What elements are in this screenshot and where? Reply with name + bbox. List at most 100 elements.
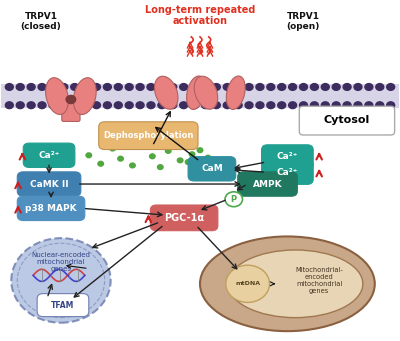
Circle shape — [158, 102, 166, 108]
Text: Ca²⁺: Ca²⁺ — [38, 151, 60, 160]
Text: TFAM: TFAM — [51, 301, 75, 310]
Circle shape — [158, 84, 166, 90]
FancyBboxPatch shape — [238, 172, 297, 196]
Circle shape — [212, 102, 220, 108]
Text: AMPK: AMPK — [253, 179, 282, 189]
Text: Cytosol: Cytosol — [324, 116, 370, 125]
Circle shape — [202, 84, 210, 90]
Circle shape — [110, 146, 115, 151]
Circle shape — [49, 102, 57, 108]
Circle shape — [289, 84, 296, 90]
Circle shape — [310, 102, 318, 108]
Circle shape — [365, 102, 373, 108]
FancyBboxPatch shape — [23, 143, 75, 167]
Circle shape — [136, 102, 144, 108]
Ellipse shape — [200, 236, 375, 331]
Circle shape — [223, 84, 231, 90]
Circle shape — [212, 84, 220, 90]
Circle shape — [234, 84, 242, 90]
Circle shape — [267, 102, 275, 108]
Circle shape — [234, 102, 242, 108]
Circle shape — [190, 102, 198, 108]
FancyBboxPatch shape — [62, 98, 80, 121]
Circle shape — [150, 154, 155, 159]
Circle shape — [245, 102, 253, 108]
Circle shape — [343, 84, 351, 90]
Ellipse shape — [11, 238, 111, 323]
Circle shape — [60, 102, 68, 108]
Circle shape — [225, 192, 242, 207]
Text: Ca²⁺: Ca²⁺ — [277, 152, 298, 162]
Circle shape — [138, 144, 143, 149]
Circle shape — [217, 162, 223, 167]
Circle shape — [104, 102, 111, 108]
Circle shape — [60, 84, 68, 90]
Circle shape — [310, 84, 318, 90]
Circle shape — [5, 102, 13, 108]
FancyBboxPatch shape — [299, 106, 395, 135]
Circle shape — [49, 84, 57, 90]
Circle shape — [365, 84, 373, 90]
Circle shape — [104, 84, 111, 90]
Circle shape — [245, 84, 253, 90]
Circle shape — [86, 153, 92, 158]
Circle shape — [158, 165, 163, 169]
Circle shape — [343, 102, 351, 108]
Circle shape — [38, 84, 46, 90]
Circle shape — [118, 156, 123, 161]
Circle shape — [92, 84, 100, 90]
Circle shape — [190, 84, 198, 90]
Circle shape — [354, 84, 362, 90]
Text: PGC-1α: PGC-1α — [164, 213, 204, 223]
Circle shape — [226, 265, 270, 302]
FancyBboxPatch shape — [1, 84, 399, 108]
Circle shape — [136, 84, 144, 90]
Circle shape — [5, 84, 13, 90]
Circle shape — [376, 84, 384, 90]
Circle shape — [177, 158, 183, 163]
Circle shape — [376, 102, 384, 108]
Text: Long-term repeated
activation: Long-term repeated activation — [145, 5, 255, 26]
Circle shape — [387, 84, 395, 90]
Circle shape — [114, 84, 122, 90]
Circle shape — [300, 84, 308, 90]
Circle shape — [267, 84, 275, 90]
Ellipse shape — [194, 76, 218, 109]
Ellipse shape — [186, 76, 206, 109]
Circle shape — [289, 102, 296, 108]
Text: TRPV1
(open): TRPV1 (open) — [286, 12, 320, 31]
Text: TRPV1
(closed): TRPV1 (closed) — [21, 12, 62, 31]
Text: CaMK II: CaMK II — [30, 179, 68, 189]
FancyBboxPatch shape — [150, 205, 218, 231]
Text: mtDNA: mtDNA — [235, 281, 260, 286]
Circle shape — [71, 84, 79, 90]
Circle shape — [38, 102, 46, 108]
Circle shape — [147, 84, 155, 90]
Circle shape — [98, 161, 104, 166]
Circle shape — [166, 149, 171, 153]
Circle shape — [169, 102, 177, 108]
Circle shape — [278, 102, 286, 108]
Circle shape — [82, 84, 90, 90]
Circle shape — [332, 102, 340, 108]
Circle shape — [321, 102, 329, 108]
Circle shape — [169, 84, 177, 90]
FancyBboxPatch shape — [37, 294, 89, 316]
Text: P: P — [231, 195, 237, 204]
Circle shape — [114, 102, 122, 108]
FancyBboxPatch shape — [17, 172, 81, 196]
Circle shape — [125, 102, 133, 108]
Ellipse shape — [154, 76, 178, 109]
Circle shape — [180, 102, 188, 108]
Circle shape — [147, 102, 155, 108]
Ellipse shape — [228, 250, 363, 317]
Circle shape — [16, 84, 24, 90]
Ellipse shape — [226, 76, 245, 109]
Circle shape — [185, 160, 191, 164]
Circle shape — [92, 102, 100, 108]
Ellipse shape — [46, 78, 68, 115]
Circle shape — [16, 102, 24, 108]
Text: Nuclear-encoded
mitochondrial
genes: Nuclear-encoded mitochondrial genes — [32, 252, 90, 272]
Circle shape — [321, 84, 329, 90]
Text: Mitochondrial-
encoded
mitochondrial
genes: Mitochondrial- encoded mitochondrial gen… — [295, 267, 343, 294]
